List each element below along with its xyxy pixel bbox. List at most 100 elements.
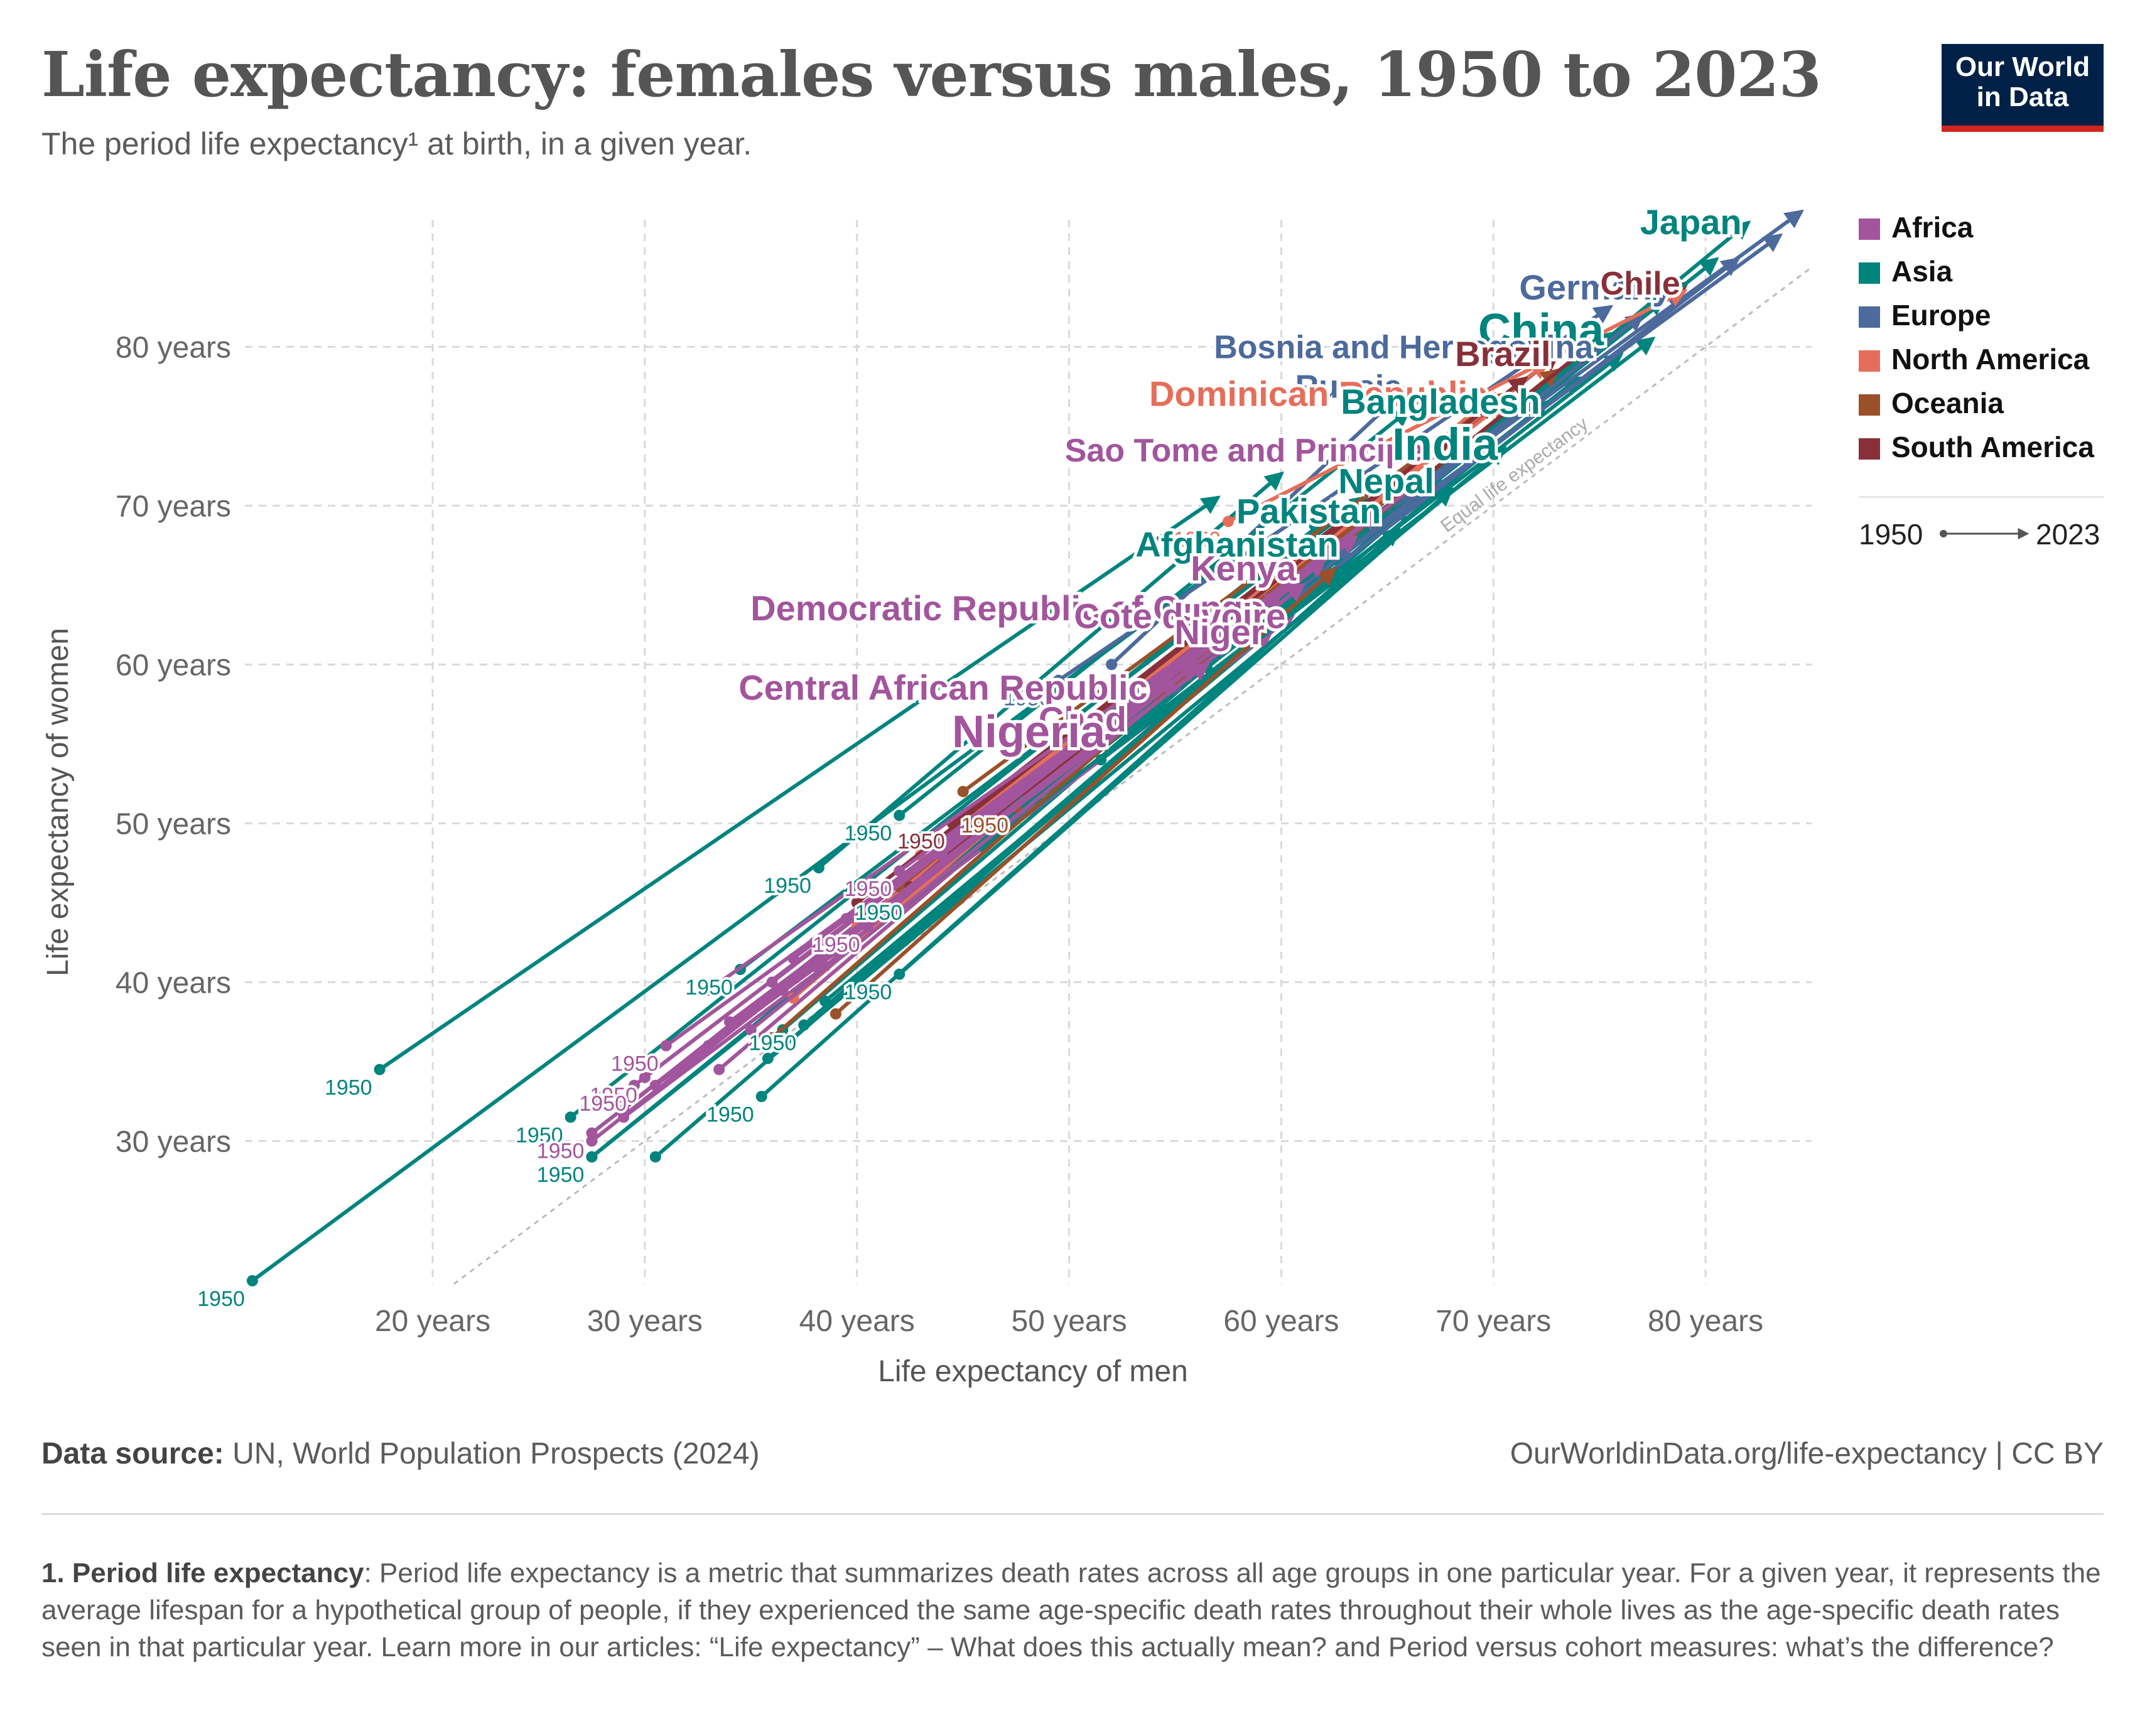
country-label[interactable]: Germany xyxy=(1516,264,1675,310)
start-year-label: 1950 xyxy=(897,829,945,853)
trajectory-country-69[interactable] xyxy=(813,598,1263,945)
chart-svg: Equal life expectancy 195019501950195019… xyxy=(41,199,1812,1388)
legend-swatch xyxy=(1859,306,1880,328)
start-year-label: 1950 xyxy=(845,822,892,846)
start-point xyxy=(1106,659,1118,671)
start-point xyxy=(724,1016,736,1028)
x-tick-label: 50 years xyxy=(1012,1305,1127,1338)
start-point xyxy=(894,968,905,980)
country-label[interactable]: China xyxy=(1475,302,1608,359)
legend-label: Asia xyxy=(1891,255,1953,288)
country-label[interactable]: Chad xyxy=(1035,696,1130,742)
start-point xyxy=(586,1127,598,1139)
logo-line-1: Our World xyxy=(1955,51,2090,82)
legend-item-south-america[interactable]: South America xyxy=(1859,430,2094,464)
country-label[interactable]: Bosnia and Herzegovina xyxy=(1211,326,1597,369)
start-point xyxy=(713,1064,725,1076)
start-point xyxy=(586,1151,598,1163)
country-label[interactable]: Brazil xyxy=(1452,331,1554,377)
logo-line-2: in Data xyxy=(1976,82,2069,112)
y-tick-label: 60 years xyxy=(116,649,231,682)
trajectory-country-36[interactable] xyxy=(1099,337,1656,762)
country-label[interactable]: India xyxy=(1389,416,1501,473)
legend-item-north-america[interactable]: North America xyxy=(1859,342,2089,376)
country-label[interactable]: Central African Republic xyxy=(735,664,1150,710)
start-year-label: 1950 xyxy=(845,981,892,1005)
y-tick-label: 40 years xyxy=(116,966,231,1000)
chart-title: Life expectancy: females versus males, 1… xyxy=(41,39,1822,111)
start-point xyxy=(1052,674,1064,686)
start-point xyxy=(957,785,969,797)
country-label[interactable]: Democratic Republic of Congo xyxy=(747,585,1267,631)
legend-item-oceania[interactable]: Oceania xyxy=(1859,386,2004,420)
legend-item-europe[interactable]: Europe xyxy=(1859,298,1991,332)
country-label[interactable]: Dominican Republic xyxy=(1146,370,1490,416)
trajectory-country-50[interactable] xyxy=(961,392,1507,794)
country-label[interactable]: Pakistan xyxy=(1233,488,1384,534)
start-year-label: 1950 xyxy=(537,1140,585,1163)
trajectory-country-24[interactable] xyxy=(897,407,1412,817)
country-label[interactable]: Russia xyxy=(1292,366,1407,409)
footnote-text: : Period life expectancy is a metric tha… xyxy=(41,1558,2101,1663)
country-label[interactable]: Chile xyxy=(1597,262,1684,305)
x-tick-label: 60 years xyxy=(1223,1305,1339,1338)
start-point xyxy=(1095,754,1107,766)
start-year-label: 1950 xyxy=(749,1032,797,1055)
start-year-label: 1950 xyxy=(516,1123,563,1147)
x-tick-label: 80 years xyxy=(1648,1305,1763,1338)
start-year-label: 1950 xyxy=(813,933,860,957)
country-label[interactable]: Cote d'Ivoire xyxy=(1071,593,1289,639)
trajectory-country-51[interactable] xyxy=(833,566,1338,1016)
timeline-start: 1950 xyxy=(1859,518,1923,551)
timeline-arrow xyxy=(1940,528,2030,539)
country-label[interactable]: Afghanistan xyxy=(1132,522,1342,568)
start-point xyxy=(766,976,778,988)
source-text: UN, World Population Prospects (2024) xyxy=(232,1437,760,1470)
trajectory-country-39[interactable] xyxy=(1300,257,1741,595)
legend-item-asia[interactable]: Asia xyxy=(1859,254,1952,288)
country-label[interactable]: Sao Tome and Principe xyxy=(1062,429,1427,472)
country-label[interactable]: Bangladesh xyxy=(1338,379,1543,424)
trajectory-country-61[interactable] xyxy=(706,630,1221,992)
start-year-label: 1950 xyxy=(1003,687,1051,711)
trajectory-country-22[interactable] xyxy=(377,495,1221,1072)
start-point xyxy=(830,1008,841,1020)
trajectory-country-70[interactable] xyxy=(728,662,1210,1024)
start-year-label: 1950 xyxy=(685,976,733,1000)
start-point xyxy=(809,937,821,949)
trajectory-country-29[interactable] xyxy=(897,487,1454,976)
legend-item-africa[interactable]: Africa xyxy=(1859,210,1973,244)
source-url[interactable]: OurWorldinData.org/life-expectancy | CC … xyxy=(1510,1437,2104,1470)
trajectory-country-42[interactable] xyxy=(1226,289,1688,524)
legend-swatch xyxy=(1859,262,1880,284)
equality-line: Equal life expectancy xyxy=(453,266,1812,1285)
start-point xyxy=(703,984,715,996)
trajectory-country-66[interactable] xyxy=(749,583,1305,1032)
trajectory-country-68[interactable] xyxy=(770,614,1253,984)
legend-label: South America xyxy=(1891,431,2094,463)
start-point xyxy=(246,1275,258,1286)
start-point xyxy=(813,862,824,874)
trajectory-russia[interactable] xyxy=(1110,384,1412,667)
trajectory-country-40[interactable] xyxy=(1056,305,1614,682)
start-point xyxy=(894,809,905,821)
trajectory-country-31[interactable] xyxy=(738,495,1370,972)
country-label[interactable]: Kenya xyxy=(1187,546,1300,591)
start-point xyxy=(660,1040,672,1052)
country-label[interactable]: Nepal xyxy=(1335,458,1437,504)
owid-logo[interactable]: Our World in Data xyxy=(1942,44,2104,132)
legend-label: Africa xyxy=(1891,211,1974,244)
country-label[interactable]: Niger xyxy=(1171,609,1267,655)
legend-swatch xyxy=(1859,438,1880,460)
start-year-label: 1950 xyxy=(579,1092,627,1116)
legend-timeline[interactable]: 1950 2023 xyxy=(1859,515,2110,553)
country-label[interactable]: Nigeria xyxy=(949,704,1109,760)
legend-swatch xyxy=(1859,218,1880,240)
footer-divider xyxy=(41,1513,2104,1515)
trajectory-country-23[interactable] xyxy=(816,471,1284,870)
trajectory-country-27[interactable] xyxy=(759,527,1401,1099)
country-label[interactable]: Japan xyxy=(1637,199,1745,245)
start-year-label: 1950 xyxy=(537,1163,585,1187)
start-year-label: 1950 xyxy=(590,1084,637,1108)
